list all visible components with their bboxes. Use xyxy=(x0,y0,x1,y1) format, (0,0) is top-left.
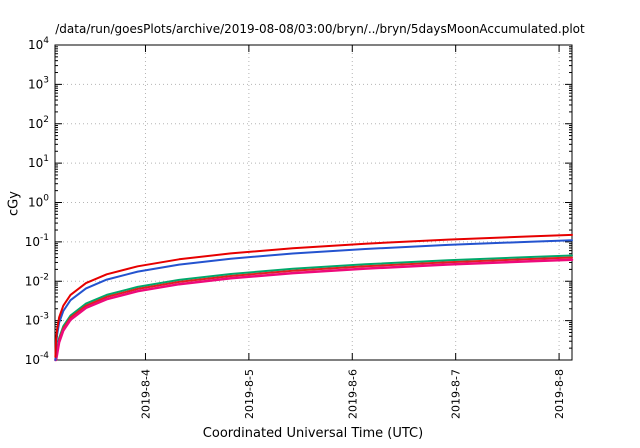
plot-title: /data/run/goesPlots/archive/2019-08-08/0… xyxy=(55,22,585,36)
svg-text:10-4: 10-4 xyxy=(25,351,50,367)
svg-text:10-3: 10-3 xyxy=(25,312,49,328)
x-axis-label: Coordinated Universal Time (UTC) xyxy=(202,426,424,441)
svg-text:101: 101 xyxy=(28,154,49,170)
svg-text:102: 102 xyxy=(28,115,49,131)
axis-ticks xyxy=(55,44,572,361)
curve-series-magenta xyxy=(54,258,574,362)
x-tick-labels: 2019-8-4 2019-8-5 2019-8-6 2019-8-7 2019-8-8 xyxy=(139,369,566,419)
plot-border xyxy=(54,44,573,361)
y-tick-labels: 104 103 102 101 100 10-1 10-2 10-3 10-4 xyxy=(25,36,50,367)
svg-text:10-2: 10-2 xyxy=(25,272,49,288)
svg-text:10-1: 10-1 xyxy=(25,233,49,249)
svg-text:100: 100 xyxy=(28,194,49,210)
svg-text:103: 103 xyxy=(28,75,49,91)
svg-text:2019-8-4: 2019-8-4 xyxy=(139,369,152,419)
svg-text:2019-8-5: 2019-8-5 xyxy=(243,369,256,419)
svg-text:2019-8-6: 2019-8-6 xyxy=(346,369,359,419)
svg-text:104: 104 xyxy=(28,36,49,52)
curve-series-red xyxy=(54,233,573,358)
y-axis-label: cGy xyxy=(6,191,22,216)
svg-text:2019-8-7: 2019-8-7 xyxy=(450,369,463,419)
grid-lines xyxy=(55,45,572,360)
svg-text:2019-8-8: 2019-8-8 xyxy=(553,369,566,419)
